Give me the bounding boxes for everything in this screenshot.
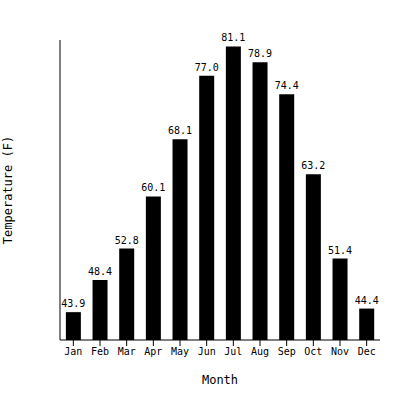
svg-text:81.1: 81.1 xyxy=(221,32,245,43)
svg-text:68.1: 68.1 xyxy=(168,125,192,136)
svg-text:78.9: 78.9 xyxy=(248,48,272,59)
svg-text:Jun: Jun xyxy=(198,346,216,357)
svg-text:May: May xyxy=(171,346,189,357)
svg-text:Aug: Aug xyxy=(251,346,269,357)
svg-text:74.4: 74.4 xyxy=(275,80,299,91)
svg-text:Jan: Jan xyxy=(64,346,82,357)
svg-text:Month: Month xyxy=(202,373,238,387)
svg-text:43.9: 43.9 xyxy=(61,298,85,309)
svg-text:60.1: 60.1 xyxy=(141,182,165,193)
svg-text:Dec: Dec xyxy=(358,346,376,357)
svg-text:Sep: Sep xyxy=(278,346,296,357)
svg-text:63.2: 63.2 xyxy=(301,160,325,171)
svg-text:51.4: 51.4 xyxy=(328,245,352,256)
svg-text:Temperature (F): Temperature (F) xyxy=(8,136,15,244)
svg-text:52.8: 52.8 xyxy=(115,235,139,246)
svg-text:Feb: Feb xyxy=(91,346,109,357)
svg-text:44.4: 44.4 xyxy=(355,295,379,306)
svg-text:Mar: Mar xyxy=(118,346,136,357)
svg-text:Oct: Oct xyxy=(304,346,322,357)
svg-text:77.0: 77.0 xyxy=(195,62,219,73)
svg-text:48.4: 48.4 xyxy=(88,266,112,277)
svg-text:Jul: Jul xyxy=(224,346,242,357)
svg-text:Nov: Nov xyxy=(331,346,349,357)
svg-text:Apr: Apr xyxy=(144,346,162,357)
